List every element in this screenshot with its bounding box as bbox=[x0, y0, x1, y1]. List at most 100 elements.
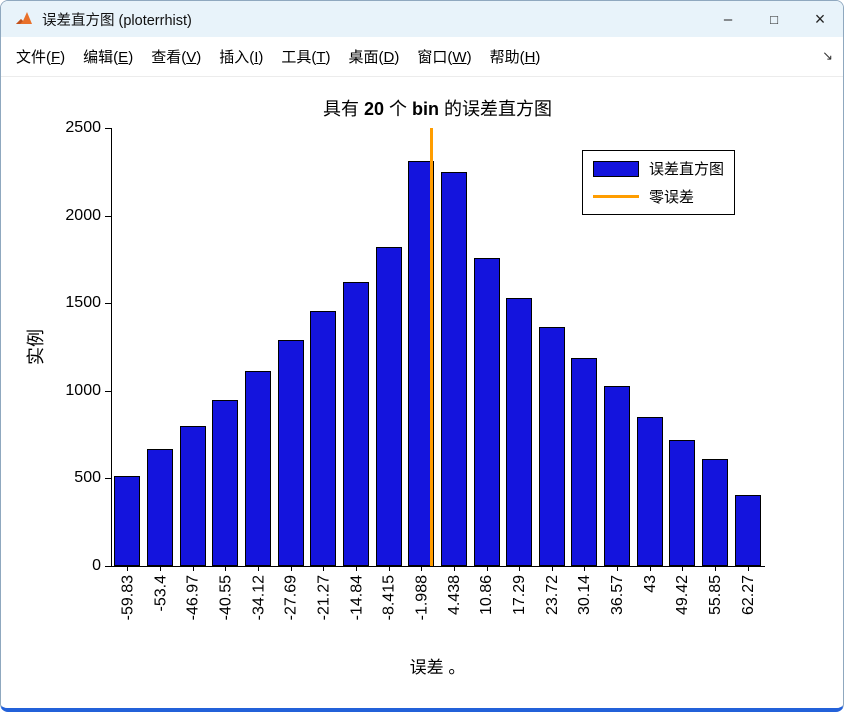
x-tick-mark bbox=[486, 566, 488, 571]
menu-item-F[interactable]: 文件(F) bbox=[16, 49, 66, 66]
figure-canvas: 具有 20 个 bin 的误差直方图 误差直方图 零误差 0 500 1000 150… bbox=[1, 77, 843, 708]
y-tick-label: 500 bbox=[74, 469, 101, 487]
menu-item-V[interactable]: 查看(V) bbox=[151, 49, 202, 66]
x-tick-mark bbox=[323, 566, 325, 571]
menu-item-D[interactable]: 桌面(D) bbox=[348, 49, 400, 66]
y-tick-mark bbox=[105, 303, 111, 305]
x-axis bbox=[111, 566, 765, 567]
x-tick-label-text: 36.57 bbox=[609, 575, 627, 616]
x-tick-mark bbox=[192, 566, 194, 571]
histogram-bar bbox=[310, 311, 337, 566]
x-tick-mark bbox=[682, 566, 684, 571]
legend-line-swatch bbox=[593, 195, 639, 198]
x-tick-label-text: 23.72 bbox=[543, 575, 561, 616]
x-tick-label-text: 55.85 bbox=[707, 575, 725, 616]
x-tick-label-text: -1.988 bbox=[413, 575, 431, 621]
chart-title-part: 20 bbox=[363, 99, 384, 119]
x-tick-mark bbox=[355, 566, 357, 571]
y-tick-label: 1000 bbox=[65, 381, 101, 399]
legend-item-zero-error: 零误差 bbox=[593, 186, 724, 207]
y-tick-label: 0 bbox=[92, 557, 101, 574]
histogram-bar bbox=[636, 417, 663, 566]
x-tick-mark bbox=[290, 566, 292, 571]
minimize-button[interactable]: – bbox=[723, 10, 733, 28]
menu-items: 文件(F) 编辑(E) 查看(V) 插入(I) 工具(T) 桌面(D) 窗口(W) 帮助(H) bbox=[7, 46, 549, 67]
x-tick-label-text: 17.29 bbox=[511, 575, 529, 616]
histogram-bar bbox=[114, 475, 141, 566]
histogram-bar bbox=[244, 370, 271, 566]
chart-title-part: bin bbox=[412, 99, 440, 119]
chart-title-part: 具有 bbox=[322, 99, 364, 119]
x-tick-label-text: -14.84 bbox=[347, 575, 365, 621]
x-tick-label-text: 10.86 bbox=[478, 575, 496, 616]
matlab-icon bbox=[15, 10, 33, 28]
y-tick-label: 2500 bbox=[65, 119, 101, 136]
x-tick-label-text: -21.27 bbox=[315, 575, 333, 621]
chart-title-part: 个 bbox=[384, 99, 413, 119]
x-tick-label-text: -53.4 bbox=[152, 575, 169, 612]
y-tick-mark bbox=[105, 478, 111, 480]
x-tick-label-text: -40.55 bbox=[217, 575, 235, 621]
y-axis-label: 实例 bbox=[26, 329, 46, 365]
histogram-bar bbox=[179, 425, 206, 566]
x-tick-label-text: 4.438 bbox=[445, 575, 463, 616]
histogram-bar bbox=[604, 385, 631, 566]
histogram-bar bbox=[702, 459, 729, 566]
close-button[interactable]: × bbox=[814, 8, 826, 29]
histogram-bar bbox=[506, 297, 533, 566]
window-title: 误差直方图 (ploterrhist) bbox=[42, 12, 192, 29]
menu-item-T[interactable]: 工具(T) bbox=[281, 49, 331, 66]
x-tick-mark bbox=[519, 566, 521, 571]
menu-item-H[interactable]: 帮助(H) bbox=[489, 49, 541, 66]
chart-title-part: 的误差直方图 bbox=[439, 99, 553, 119]
dock-arrow-icon[interactable]: ↘ bbox=[822, 48, 833, 63]
menu-item-I[interactable]: 插入(I) bbox=[219, 49, 264, 66]
x-tick-mark bbox=[225, 566, 227, 571]
x-tick-mark bbox=[715, 566, 717, 571]
y-tick-label: 1500 bbox=[65, 294, 101, 312]
y-tick-label: 2000 bbox=[65, 206, 101, 224]
legend-label: 误差直方图 bbox=[649, 161, 725, 178]
x-tick-label-text: 43 bbox=[641, 575, 659, 593]
y-tick-mark bbox=[105, 215, 111, 217]
legend-item-histogram: 误差直方图 bbox=[593, 158, 724, 179]
x-tick-label-text: -34.12 bbox=[249, 575, 267, 621]
x-tick-label-text: -8.415 bbox=[380, 575, 398, 621]
x-tick-label-text: -46.97 bbox=[184, 575, 202, 621]
x-tick-mark bbox=[127, 566, 129, 571]
y-tick-mark bbox=[105, 566, 111, 567]
x-tick-mark bbox=[388, 566, 390, 571]
maximize-button[interactable]: □ bbox=[770, 11, 778, 27]
menu-item-W[interactable]: 窗口(W) bbox=[417, 49, 472, 66]
x-tick-label-text: 49.42 bbox=[674, 575, 692, 616]
histogram-bar bbox=[473, 257, 500, 566]
zero-error-line bbox=[429, 128, 433, 566]
histogram-bar bbox=[571, 357, 598, 566]
window-controls: – □ × bbox=[705, 1, 843, 37]
x-axis-label: 误差 。 bbox=[409, 658, 466, 677]
y-axis bbox=[111, 128, 112, 566]
histogram-bar bbox=[342, 282, 369, 566]
legend[interactable]: 误差直方图 零误差 bbox=[582, 150, 736, 215]
y-tick-mark bbox=[105, 128, 111, 129]
histogram-bar bbox=[375, 247, 402, 566]
histogram-bar bbox=[734, 495, 761, 566]
legend-label: 零误差 bbox=[649, 189, 695, 206]
x-tick-mark bbox=[160, 566, 161, 571]
legend-patch-swatch bbox=[593, 160, 639, 177]
menu-item-E[interactable]: 编辑(E) bbox=[83, 49, 134, 66]
x-tick-mark bbox=[584, 566, 586, 571]
x-tick-label-text: 62.27 bbox=[739, 575, 757, 616]
x-tick-label-text: -59.83 bbox=[119, 575, 137, 621]
x-tick-mark bbox=[257, 566, 259, 571]
titlebar[interactable]: 误差直方图 (ploterrhist) – □ × bbox=[1, 1, 843, 37]
histogram-bar bbox=[669, 439, 696, 566]
histogram-bar bbox=[538, 326, 565, 566]
x-tick-mark bbox=[649, 566, 651, 571]
x-tick-label-text: -27.69 bbox=[282, 575, 300, 621]
histogram-bar bbox=[277, 340, 304, 566]
x-tick-mark bbox=[551, 566, 553, 571]
x-tick-mark bbox=[453, 566, 455, 571]
x-tick-label-text: 30.14 bbox=[576, 575, 594, 616]
